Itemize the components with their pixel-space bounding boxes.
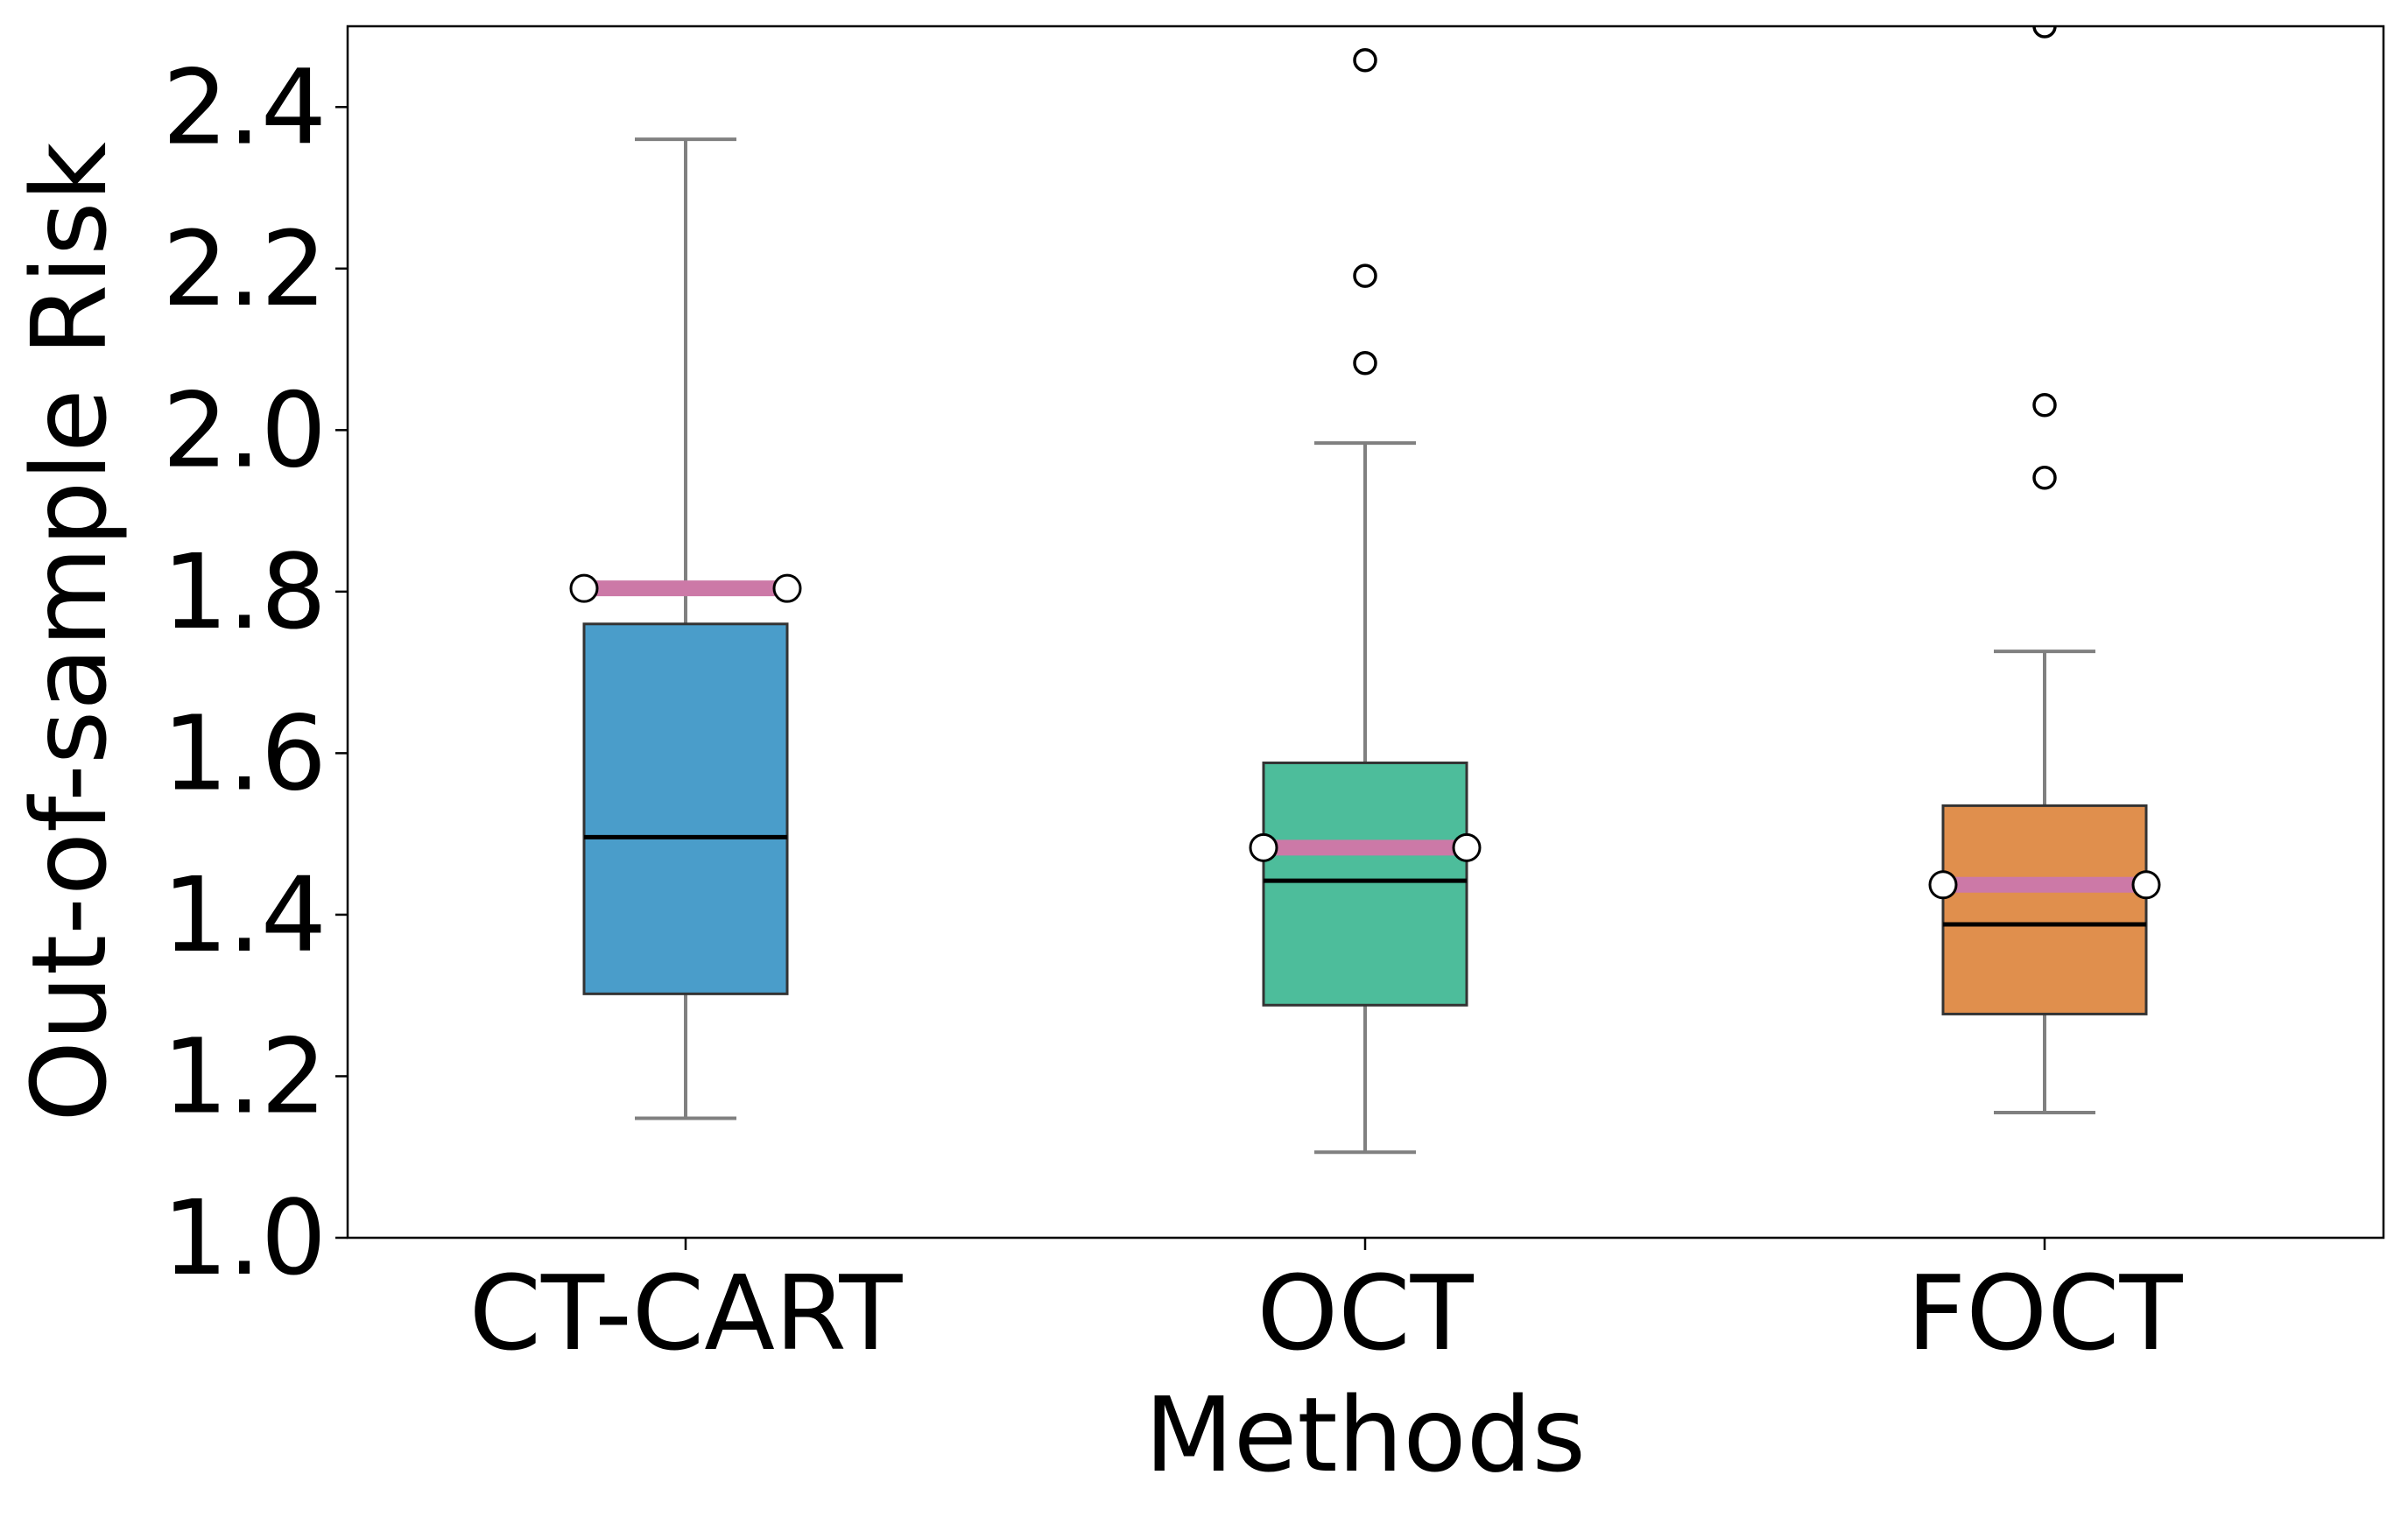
y-tick-label: 2.2 (162, 208, 327, 329)
y-tick-label: 1.6 (162, 692, 327, 813)
box-body (1941, 804, 2148, 1015)
mean-marker (569, 573, 599, 603)
x-tick-label: CT-CART (469, 1253, 904, 1373)
box-body (1262, 761, 1468, 1007)
box-group (569, 26, 2161, 1155)
mean-marker (1452, 832, 1482, 862)
mean-marker (772, 573, 802, 603)
y-tick-label: 2.4 (162, 46, 327, 167)
box-ct-cart (569, 137, 802, 1120)
outlier-point (1353, 48, 1377, 73)
mean-marker (1928, 870, 1958, 900)
box-body (582, 622, 789, 995)
y-tick-label: 1.0 (162, 1177, 327, 1298)
outlier-point (2032, 26, 2057, 39)
x-axis-ticks: CT-CART OCT FOCT (469, 1238, 2184, 1373)
outlier-point (2032, 466, 2057, 490)
y-tick-label: 1.4 (162, 854, 327, 975)
mean-marker (1249, 832, 1278, 862)
x-axis-label: Methods (1144, 1374, 1586, 1495)
y-tick-label: 1.2 (162, 1015, 327, 1136)
x-tick-label: OCT (1257, 1253, 1474, 1373)
box-oct (1249, 48, 1482, 1155)
y-axis-ticks: 1.0 1.2 1.4 1.6 1.8 2.0 2.2 2.4 (162, 46, 348, 1298)
y-axis-label: Out-of-sample Risk (9, 142, 130, 1122)
x-tick-label: FOCT (1906, 1253, 2183, 1373)
outlier-point (1353, 351, 1377, 376)
outlier-point (2032, 392, 2057, 418)
outlier-point (1353, 263, 1377, 288)
y-tick-label: 1.8 (162, 531, 327, 652)
box-foct (1928, 26, 2161, 1114)
y-tick-label: 2.0 (162, 369, 327, 490)
mean-marker (2131, 870, 2161, 900)
plot-frame (346, 25, 2385, 1240)
